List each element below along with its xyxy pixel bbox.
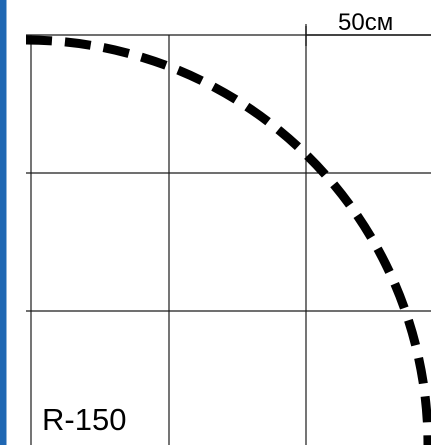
radius-label: R-150 (42, 402, 126, 437)
scale-label: 50см (338, 9, 393, 36)
radius-arc (25, 35, 431, 445)
